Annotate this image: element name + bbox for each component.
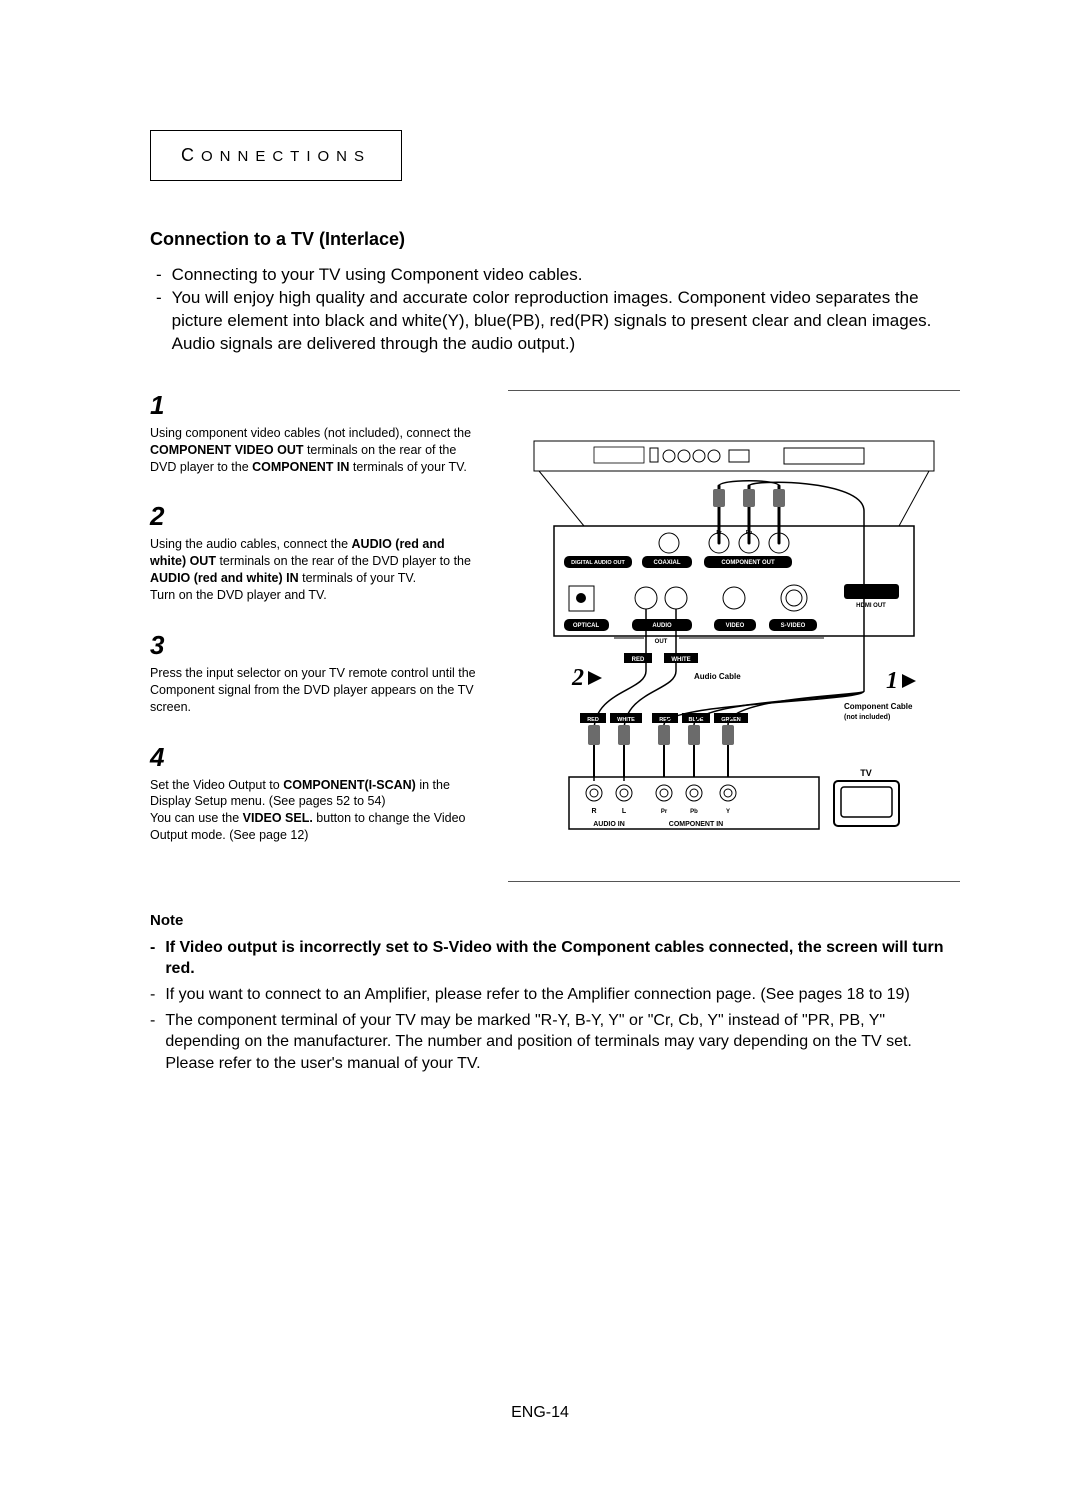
note-block: Note -If Video output is incorrectly set… bbox=[150, 912, 960, 1075]
svg-text:RED: RED bbox=[632, 657, 645, 663]
chapter-box: CONNECTIONS bbox=[150, 130, 402, 181]
step-body: Press the input selector on your TV remo… bbox=[150, 665, 480, 716]
label-out: OUT bbox=[655, 639, 668, 645]
intro-item: -Connecting to your TV using Component v… bbox=[156, 264, 960, 287]
step-number: 4 bbox=[150, 742, 480, 773]
step-body: Using the audio cables, connect the AUDI… bbox=[150, 536, 480, 604]
chapter-prefix: C bbox=[181, 145, 201, 165]
chapter-rest: ONNECTIONS bbox=[201, 148, 371, 165]
intro-list: -Connecting to your TV using Component v… bbox=[150, 264, 960, 356]
step-number: 1 bbox=[150, 390, 480, 421]
svg-text:R: R bbox=[591, 808, 596, 815]
steps-column: 1 Using component video cables (not inclu… bbox=[150, 390, 480, 882]
label-optical: OPTICAL bbox=[573, 623, 600, 629]
svg-text:RED: RED bbox=[587, 717, 599, 723]
label-digital-audio: DIGITAL AUDIO OUT bbox=[571, 560, 625, 566]
step-marker-2: 2 bbox=[571, 665, 584, 691]
label-audio-cable: Audio Cable bbox=[694, 672, 741, 681]
intro-item: -You will enjoy high quality and accurat… bbox=[156, 287, 960, 356]
connection-diagram: DIGITAL AUDIO OUT COAXIAL COMPONENT OUT … bbox=[524, 431, 944, 861]
step-marker-1: 1 bbox=[886, 668, 898, 694]
step-number: 3 bbox=[150, 630, 480, 661]
label-hdmi-out: HDMI OUT bbox=[856, 603, 886, 609]
label-audio: AUDIO bbox=[652, 623, 672, 629]
svg-text:Y: Y bbox=[726, 809, 730, 815]
label-component-in: COMPONENT IN bbox=[669, 821, 723, 828]
label-video: VIDEO bbox=[726, 623, 745, 629]
label-audio-in: AUDIO IN bbox=[593, 821, 625, 828]
note-list: -If Video output is incorrectly set to S… bbox=[150, 937, 960, 1075]
note-item: -If Video output is incorrectly set to S… bbox=[150, 937, 960, 980]
label-component-cable-1: Component Cable bbox=[844, 702, 913, 711]
svg-text:Pr: Pr bbox=[661, 809, 668, 815]
svg-text:L: L bbox=[622, 808, 627, 815]
page-number: ENG-14 bbox=[0, 1404, 1080, 1422]
note-item: -The component terminal of your TV may b… bbox=[150, 1010, 960, 1075]
label-coaxial: COAXIAL bbox=[654, 560, 681, 566]
section-title: Connection to a TV (Interlace) bbox=[150, 229, 960, 250]
svg-text:WHITE: WHITE bbox=[617, 717, 635, 723]
note-item: -If you want to connect to an Amplifier,… bbox=[150, 984, 960, 1006]
label-component-out: COMPONENT OUT bbox=[721, 560, 775, 566]
label-svideo: S-VIDEO bbox=[781, 623, 806, 629]
step-number: 2 bbox=[150, 501, 480, 532]
note-title: Note bbox=[150, 912, 960, 929]
step-body: Set the Video Output to COMPONENT(I-SCAN… bbox=[150, 777, 480, 845]
svg-text:WHITE: WHITE bbox=[671, 657, 690, 663]
label-tv: TV bbox=[860, 768, 872, 778]
diagram-column: DIGITAL AUDIO OUT COAXIAL COMPONENT OUT … bbox=[508, 390, 960, 882]
svg-text:Pb: Pb bbox=[690, 809, 698, 815]
step-body: Using component video cables (not includ… bbox=[150, 425, 480, 476]
label-component-cable-2: (not included) bbox=[844, 714, 890, 721]
